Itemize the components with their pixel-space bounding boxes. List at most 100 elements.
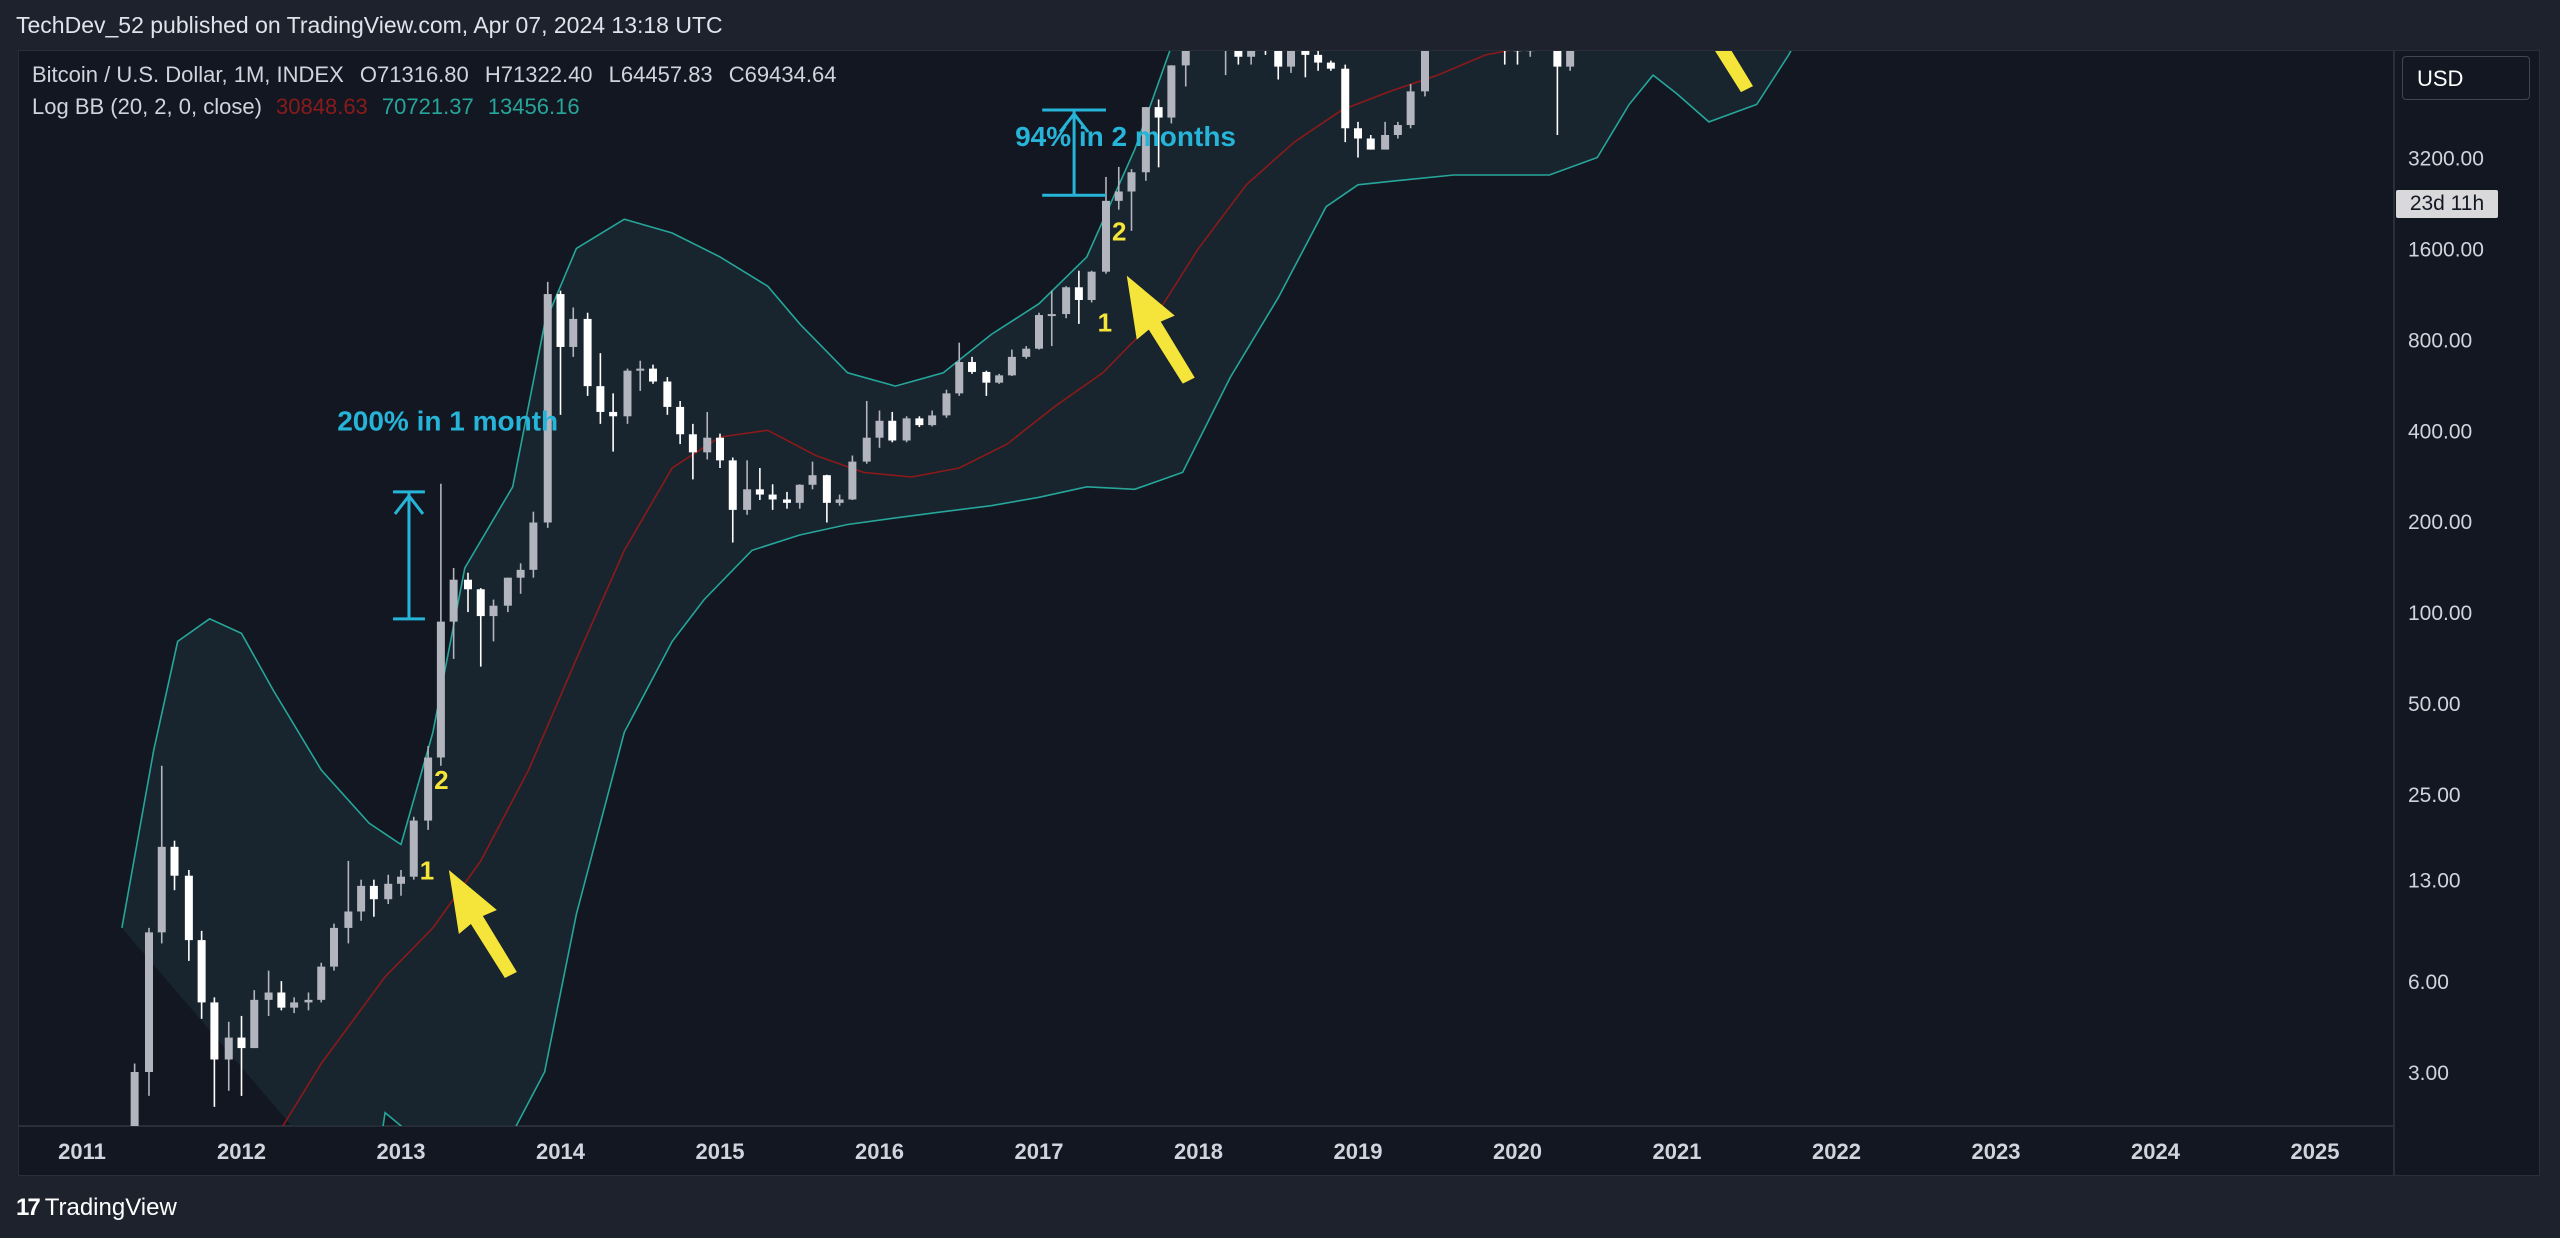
candle-body [344, 911, 353, 928]
candle-body [1287, 51, 1296, 67]
candle-body [170, 846, 179, 876]
ohlc-close: C69434.64 [728, 62, 837, 87]
symbol-legend[interactable]: Bitcoin / U.S. Dollar, 1M, INDEX O71316.… [32, 62, 836, 88]
tradingview-brand-text: TradingView [44, 1194, 177, 1221]
candle-body [688, 434, 697, 453]
candle-body [1314, 54, 1323, 63]
candle-body [224, 1037, 233, 1060]
candle-body [1366, 138, 1375, 150]
candle-body [503, 577, 512, 606]
indicator-legend[interactable]: Log BB (20, 2, 0, close) 30848.63 70721.… [32, 94, 580, 120]
candle-body [397, 876, 405, 884]
candle-body [649, 368, 658, 382]
candle-body [197, 940, 206, 1003]
candle-body [1301, 51, 1310, 55]
signal-count-marker: 1 [1098, 307, 1112, 337]
candle-body [264, 992, 273, 1000]
candle-body [1154, 107, 1163, 118]
candle-body [596, 386, 605, 412]
candle-body [529, 522, 538, 570]
candle-body [1381, 134, 1390, 150]
candle-body [556, 294, 565, 347]
candle-body [1074, 287, 1083, 300]
candle-body [888, 420, 897, 441]
move-bracket-arrowhead [393, 493, 425, 515]
price-axis-label: 13.00 [2408, 870, 2461, 893]
candle-body [357, 885, 366, 912]
candle-body [583, 318, 592, 387]
move-annotation-label: 94% in 2 months [1015, 121, 1236, 152]
candle-body [436, 621, 445, 758]
candle-body [476, 589, 485, 617]
candle-body [304, 999, 313, 1003]
candle-body [409, 820, 418, 877]
candle-body [782, 499, 791, 503]
candle-body [290, 1002, 299, 1008]
candle-body [1420, 51, 1429, 92]
candle-body [743, 489, 752, 510]
ohlc-high: H71322.40 [484, 62, 593, 87]
candle-body [1141, 107, 1150, 173]
currency-button[interactable]: USD [2402, 56, 2530, 100]
candle-body [768, 494, 777, 500]
symbol-name[interactable]: Bitcoin / U.S. Dollar, 1M, INDEX [32, 62, 344, 87]
indicator-name[interactable]: Log BB (20, 2, 0, close) [32, 94, 262, 119]
candle-body [1114, 191, 1123, 201]
candle-body [995, 375, 1004, 383]
bollinger-band-fill [121, 51, 1791, 1126]
candle-body [795, 484, 804, 503]
tradingview-logo[interactable]: 17 TradingView [16, 1194, 177, 1222]
candle-body [1553, 51, 1562, 67]
candle-body [716, 437, 724, 461]
bollinger-lower-line [382, 51, 1792, 1126]
candle-body [516, 569, 525, 578]
signal-arrow-icon [1126, 275, 1195, 384]
candle-body [184, 875, 193, 941]
candle-body [703, 437, 712, 453]
indicator-basis-value: 30848.63 [276, 94, 368, 119]
price-axis-label: 400.00 [2408, 420, 2472, 443]
candle-body [1566, 51, 1575, 67]
candle-body [250, 999, 259, 1049]
time-axis-label: 2022 [1812, 1139, 1861, 1164]
candle-body [237, 1037, 246, 1049]
ohlc-low: L64457.83 [608, 62, 713, 87]
candle-body [1022, 348, 1031, 357]
candle-body [1007, 356, 1016, 376]
candle-body [1087, 271, 1096, 300]
candle-body [822, 475, 831, 503]
time-axis-label: 2020 [1493, 1139, 1542, 1164]
candle-body [330, 927, 339, 967]
time-axis-label: 2014 [536, 1139, 586, 1164]
move-bracket-arrowhead [1058, 111, 1090, 133]
candle-body [862, 437, 871, 462]
publisher-line: TechDev_52 published on TradingView.com,… [16, 12, 723, 38]
signal-count-marker: 2 [434, 765, 448, 795]
candle-body [982, 371, 991, 383]
candle-body [449, 579, 458, 622]
candle-body [848, 461, 857, 500]
ohlc-open: O71316.80 [359, 62, 469, 87]
candle-body [317, 966, 326, 1000]
candle-body [489, 605, 498, 617]
price-axis-label: 200.00 [2408, 511, 2472, 534]
candle-body [942, 393, 951, 416]
candle-body [915, 418, 924, 426]
price-axis-label: 25.00 [2408, 784, 2461, 807]
candle-body [1393, 125, 1402, 135]
candle-body [676, 406, 685, 435]
price-axis-label: 50.00 [2408, 693, 2461, 716]
candle-body [1274, 51, 1283, 67]
time-axis-label: 2019 [1334, 1139, 1383, 1164]
candle-body [543, 294, 552, 523]
candle-body [902, 418, 911, 441]
candle-body [1127, 172, 1136, 192]
candle-body [1062, 287, 1071, 315]
indicator-lower-value: 13456.16 [487, 94, 580, 119]
candle-body [1326, 62, 1335, 69]
candle-body [835, 499, 844, 503]
candle-body [928, 415, 937, 426]
time-axis-label: 2012 [217, 1139, 266, 1164]
